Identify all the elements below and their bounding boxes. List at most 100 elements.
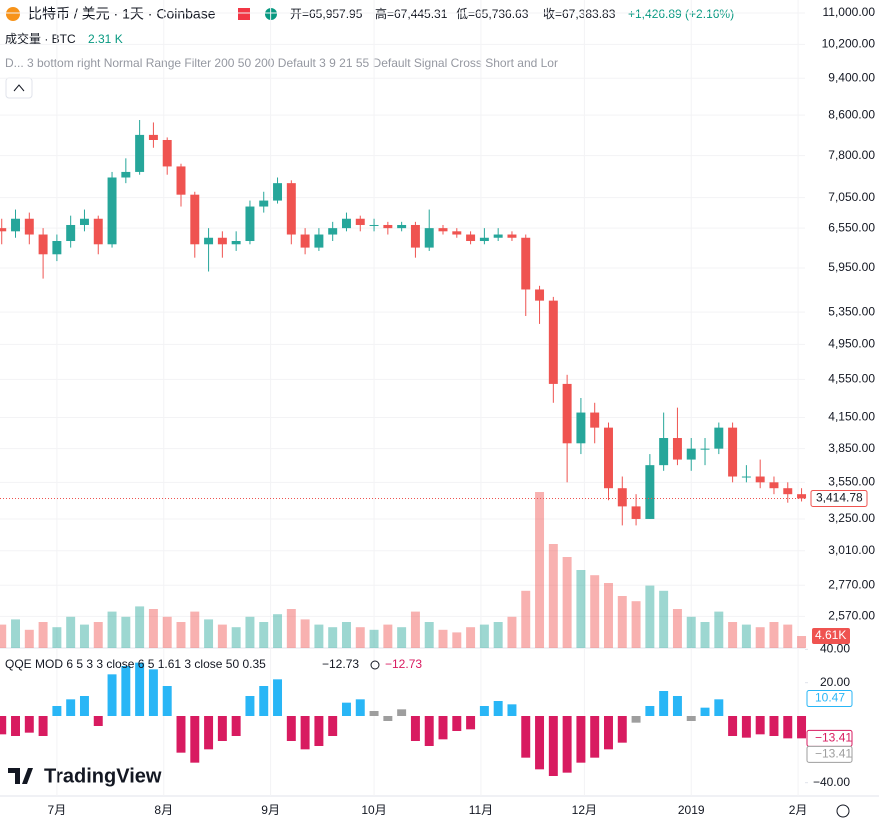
volume-bar — [617, 596, 627, 648]
qqe-value-label: 10.47 — [815, 691, 845, 705]
qqe-bar — [369, 711, 379, 716]
y-tick-label: 7,050.00 — [828, 190, 875, 204]
qqe-value-tag — [806, 745, 853, 763]
qqe-bar — [52, 706, 62, 716]
x-tick-label: 10月 — [361, 803, 386, 817]
qqe-bar — [24, 716, 34, 733]
candle-body — [631, 506, 641, 519]
volume-bar — [355, 627, 365, 648]
candle-body — [755, 476, 765, 483]
qqe-bar — [548, 716, 558, 776]
qqe-bar — [328, 716, 338, 736]
volume-bar — [452, 632, 462, 648]
candle-body — [466, 234, 476, 242]
volume-tag — [812, 628, 850, 645]
candle-body — [604, 427, 613, 489]
volume-bar — [590, 575, 600, 648]
qqe-bar — [176, 716, 186, 753]
qqe-bar — [783, 716, 793, 739]
qqe-bar — [452, 716, 462, 731]
volume-bar — [259, 622, 269, 648]
volume-bar — [328, 627, 338, 648]
qqe-bar — [66, 699, 76, 716]
collapse-button[interactable] — [5, 77, 33, 99]
x-tick-label: 11月 — [469, 803, 493, 817]
last-price-tag — [810, 489, 868, 507]
volume-bar — [162, 616, 172, 648]
y-tick-label: 2,770.00 — [828, 577, 875, 591]
qqe-bar — [79, 696, 89, 716]
volume-bar — [797, 636, 807, 648]
x-tick-label: 2019 — [678, 803, 705, 817]
flag-icon[interactable] — [238, 8, 250, 20]
candle-body — [204, 237, 214, 245]
candle-body — [52, 241, 62, 255]
y-tick-label: 40.00 — [820, 642, 850, 656]
volume-bar — [11, 619, 20, 648]
qqe-legend-value: −12.73 — [385, 657, 422, 671]
y-tick-label: −40.00 — [813, 775, 850, 789]
qqe-bar — [645, 706, 655, 716]
candle-body — [107, 177, 117, 245]
volume-bar — [507, 616, 517, 648]
y-tick-label: 9,400.00 — [828, 70, 875, 84]
indicator-legend[interactable]: D... 3 bottom right Normal Range Filter … — [5, 56, 558, 70]
qqe-bar — [341, 702, 351, 716]
y-tick-label: 3,550.00 — [828, 474, 875, 488]
qqe-bar — [190, 716, 200, 763]
qqe-value-tag — [806, 690, 853, 708]
qqe-bar — [521, 716, 531, 758]
volume-bar — [176, 622, 186, 648]
volume-bar — [369, 629, 379, 648]
candle-body — [562, 383, 572, 444]
qqe-bar — [631, 716, 641, 723]
volume-bar — [93, 622, 103, 648]
volume-label: 4.61K — [815, 628, 846, 642]
qqe-bar — [769, 716, 779, 736]
volume-bar — [659, 590, 669, 648]
symbol-title[interactable]: 比特币 / 美元 · 1天 · Coinbase — [28, 6, 216, 22]
symbol-icon — [6, 7, 20, 21]
y-tick-label: 4,150.00 — [828, 410, 875, 424]
volume-bar — [231, 627, 241, 648]
x-tick-label: 12月 — [572, 803, 597, 817]
volume-value: 2.31 K — [88, 32, 123, 46]
candle-body — [728, 427, 738, 477]
qqe-bar — [38, 716, 48, 736]
candle-body — [397, 224, 407, 229]
volume-bar — [686, 616, 696, 648]
qqe-bar — [410, 716, 420, 741]
brand-name: TradingView — [44, 765, 162, 787]
settings-icon[interactable] — [836, 804, 850, 818]
volume-bar — [107, 611, 117, 648]
qqe-bar — [755, 716, 765, 735]
candle-body — [659, 438, 669, 466]
y-tick-label: 10,200.00 — [822, 37, 876, 51]
volume-bar — [714, 611, 724, 648]
volume-bar — [645, 585, 655, 648]
volume-bar — [79, 624, 89, 648]
y-tick-label: 4,950.00 — [828, 337, 875, 351]
y-tick-label: 5,350.00 — [828, 304, 875, 318]
volume-bar — [397, 627, 407, 648]
candle-body — [672, 438, 682, 460]
qqe-bar — [217, 716, 227, 741]
candle-body — [245, 206, 255, 242]
volume-bar — [245, 616, 255, 648]
x-tick-label: 2月 — [789, 803, 808, 817]
candle-body — [93, 218, 103, 245]
volume-bar — [672, 609, 682, 648]
qqe-legend-value: −12.73 — [322, 657, 359, 671]
volume-bar — [576, 570, 586, 648]
volume-bar — [52, 627, 62, 648]
candle-body — [741, 476, 751, 478]
qqe-bar — [700, 707, 710, 716]
qqe-bar — [11, 716, 20, 736]
candle-body — [769, 482, 779, 489]
volume-bar — [604, 583, 613, 648]
qqe-bar — [479, 706, 489, 716]
volume-bar — [438, 629, 448, 648]
qqe-hide-icon — [370, 660, 380, 670]
y-tick-label: 3,850.00 — [828, 441, 875, 455]
